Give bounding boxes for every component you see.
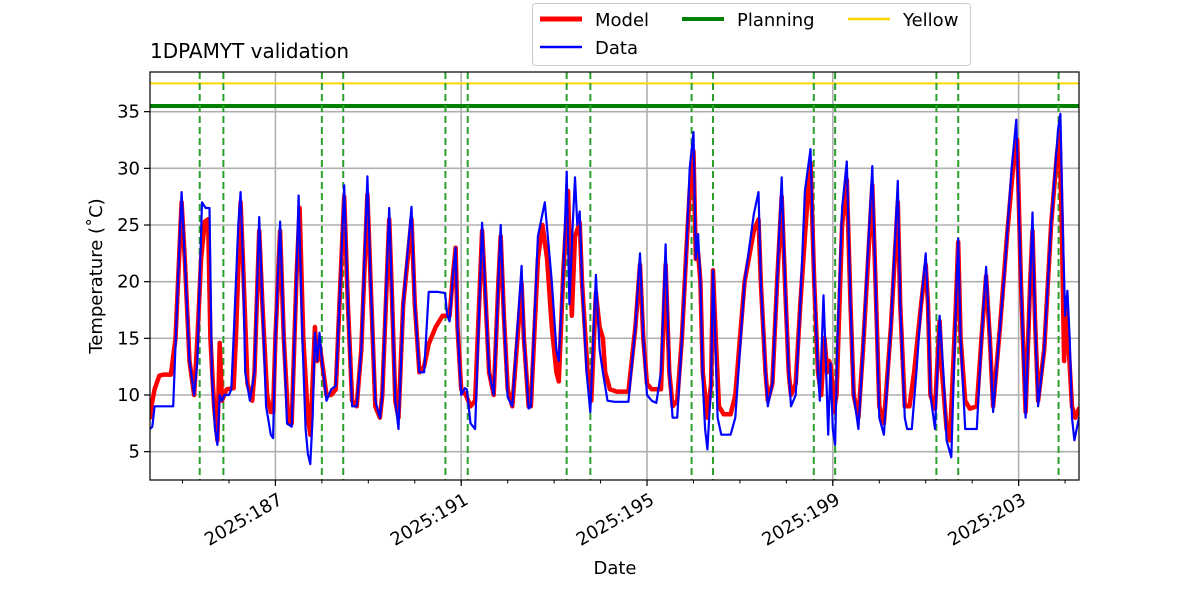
y-axis: 5 10 15 20 25 30 35 [117, 102, 150, 463]
chart-title: 1DPAMYT validation [150, 39, 349, 63]
plot-frame [149, 71, 1080, 481]
y-tick-label: 20 [117, 272, 140, 293]
series-line-model [150, 129, 1079, 443]
x-tick-label: 2025:203 [944, 489, 1029, 550]
x-tick-label: 2025:195 [573, 489, 658, 550]
y-tick-label: 5 [129, 442, 140, 463]
y-tick-label: 25 [117, 215, 140, 236]
y-tick-label: 10 [117, 385, 140, 406]
y-tick-label: 35 [117, 102, 140, 123]
x-axis: 2025:187 2025:191 2025:195 2025:199 2025:203 [182, 480, 1066, 551]
legend-label-yellow: Yellow [902, 10, 958, 31]
x-tick-label: 2025:199 [759, 489, 844, 550]
series-line-data [150, 112, 1079, 466]
y-tick-label: 30 [117, 158, 140, 179]
legend: Model Data Planning Yellow [532, 3, 971, 66]
limit-lines [150, 82, 1079, 108]
legend-label-model: Model [595, 10, 649, 31]
x-tick-label: 2025:191 [387, 489, 472, 550]
dashed-markers [198, 72, 1060, 480]
series-lines [150, 112, 1079, 466]
legend-label-planning: Planning [737, 10, 815, 31]
y-tick-label: 15 [117, 328, 140, 349]
legend-label-data: Data [595, 38, 638, 59]
x-tick-label: 2025:187 [201, 489, 286, 550]
y-axis-label: Temperature (˚C) [86, 198, 107, 354]
x-axis-label: Date [593, 558, 636, 579]
